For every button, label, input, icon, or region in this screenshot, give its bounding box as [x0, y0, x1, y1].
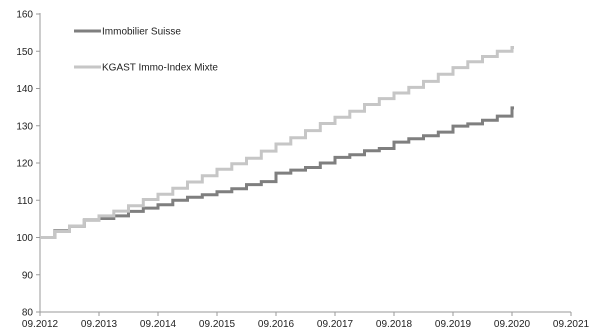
legend-label-1: Immobilier Suisse [102, 27, 181, 38]
x-tick-label: 09.2018 [376, 319, 413, 330]
legend: Immobilier Suisse KGAST Immo-Index Mixte [74, 27, 218, 74]
y-tick-label: 100 [16, 233, 33, 244]
y-tick-label: 90 [22, 270, 34, 281]
x-tick-label: 09.2014 [140, 319, 177, 330]
x-tick-label: 09.2016 [258, 319, 295, 330]
x-tick-label: 09.2020 [494, 319, 531, 330]
x-tick-label: 09.2019 [435, 319, 472, 330]
x-tick-label: 09.2012 [22, 319, 59, 330]
y-tick-label: 160 [16, 10, 33, 21]
series-layer [40, 46, 514, 239]
x-tick-label: 09.2015 [199, 319, 236, 330]
x-axis: 09.2012 09.2013 09.2014 09.2015 09.2016 09.20… [22, 311, 589, 330]
y-tick-label: 150 [16, 47, 33, 58]
y-tick-label: 80 [22, 308, 34, 319]
x-tick-label: 09.2013 [81, 319, 118, 330]
series-line-1 [40, 106, 514, 239]
y-tick-label: 110 [17, 196, 33, 207]
x-tick-label: 09.2021 [553, 319, 589, 330]
y-tick-label: 140 [16, 84, 33, 95]
y-axis: 80 90 100 110 120 130 140 150 160 [16, 10, 41, 319]
y-tick-label: 130 [16, 121, 33, 132]
y-tick-label: 120 [16, 159, 33, 170]
x-tick-label: 09.2017 [317, 319, 354, 330]
legend-label-2: KGAST Immo-Index Mixte [102, 63, 218, 74]
series-line-2 [40, 46, 514, 239]
